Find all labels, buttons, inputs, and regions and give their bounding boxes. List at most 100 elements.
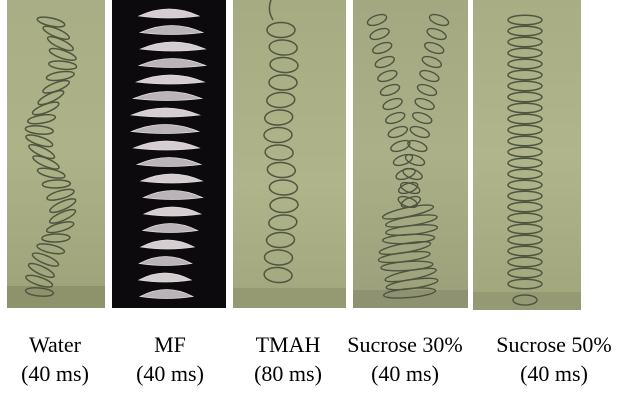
coil-loop (142, 190, 204, 200)
coil-loop (507, 190, 543, 202)
coil-loop (507, 212, 543, 224)
coil-loop (269, 56, 299, 74)
coil-loop (423, 41, 445, 55)
coil-loop (48, 47, 77, 62)
coil-loop (139, 239, 196, 250)
coil-loop (266, 21, 296, 39)
coil-loop (269, 196, 299, 214)
caption-sucrose-30: Sucrose 30% (40 ms) (339, 330, 471, 388)
coil-loop (507, 146, 543, 158)
coil-loop (416, 83, 438, 97)
coil-loop (409, 125, 431, 139)
coil-loop (138, 256, 193, 266)
coil-loop (265, 231, 296, 249)
coil-loop (507, 124, 543, 136)
coil-loop (507, 135, 543, 147)
photo-panel-sucrose-50 (473, 0, 581, 310)
coil-loop (138, 25, 205, 35)
tmah-coil-image (233, 0, 346, 308)
coil-loop (507, 278, 543, 290)
coil-loop (45, 70, 75, 82)
coil-loop (507, 80, 543, 92)
coil-loop (32, 155, 60, 170)
coil-loop (402, 167, 423, 181)
coil-loop (507, 69, 543, 81)
caption-sucrose-50-time: (40 ms) (520, 361, 588, 386)
caption-mf-time: (40 ms) (136, 361, 204, 386)
coil-loop (268, 179, 299, 196)
coil-loop (507, 234, 543, 246)
coil-loop (507, 91, 543, 103)
coil-loop (24, 125, 54, 135)
coil-loop (31, 101, 60, 116)
sucrose30-coil-image (353, 0, 468, 308)
coil-loop (266, 161, 297, 179)
caption-sucrose-50: Sucrose 50% (40 ms) (488, 330, 620, 388)
thread-top (268, 0, 274, 21)
coil-loop (263, 109, 294, 126)
coil-loop (507, 58, 543, 70)
coil-loop (382, 97, 403, 111)
photo-panel-water (7, 0, 105, 308)
caption-tmah-time: (80 ms) (254, 361, 322, 386)
coil-loop (48, 60, 78, 71)
coil-loop (414, 97, 435, 111)
coil-loop (507, 201, 543, 213)
coil-loop (139, 173, 204, 184)
coil-loop (426, 27, 447, 41)
caption-tmah-label: TMAH (255, 332, 321, 357)
coil-loop (507, 25, 543, 37)
coil-loop (137, 8, 201, 19)
coil-loop (45, 221, 75, 234)
coil-loop (268, 74, 298, 91)
coil-loop (27, 262, 55, 279)
coil-loop (48, 208, 77, 224)
coil-loop (512, 294, 538, 306)
photo-panel-mf (112, 0, 226, 308)
coil-loop (130, 124, 201, 134)
caption-water-label: Water (29, 332, 81, 357)
coil-loop (41, 179, 72, 189)
coil-loop (374, 55, 396, 69)
coil-loop (507, 157, 543, 169)
coil-loop (264, 144, 294, 161)
coil-loop (36, 243, 66, 255)
coil-loop (135, 74, 206, 85)
coil-loop (26, 113, 57, 125)
caption-water: Water (40 ms) (0, 330, 110, 388)
coil-loop (507, 102, 543, 114)
coil-loop (36, 167, 66, 179)
coil-loop (42, 25, 70, 41)
coil-loop (507, 267, 543, 279)
coil-loop (263, 266, 293, 284)
photo-panel-tmah (233, 0, 346, 308)
coil-loop (404, 153, 426, 167)
coil-loop (507, 47, 543, 59)
coil-loop (132, 140, 201, 151)
coil-loop (384, 111, 406, 125)
coil-loop (411, 111, 433, 125)
coil-loop (379, 83, 401, 97)
coil-loop (137, 272, 193, 283)
caption-sucrose-30-time: (40 ms) (371, 361, 439, 386)
coil-loop (28, 143, 56, 160)
coil-loop (428, 13, 450, 27)
sucrose50-coil-image (473, 0, 581, 310)
coil-loop (507, 245, 543, 257)
caption-mf: MF (40 ms) (115, 330, 225, 388)
coil-loop (507, 179, 543, 191)
coil-loop (36, 16, 66, 28)
coil-loop (507, 223, 543, 235)
coil-loop (46, 35, 74, 52)
coil-loop (507, 14, 543, 26)
coil-loop (46, 188, 75, 201)
coil-loop (137, 58, 208, 68)
coil-loop (507, 168, 543, 180)
coil-loop (371, 41, 393, 55)
water-coil-image (7, 0, 105, 308)
coil-loop (263, 126, 293, 144)
coil-loop (138, 289, 195, 299)
coil-loop (421, 55, 443, 69)
coil-loop (139, 41, 207, 52)
coil-loop (130, 107, 201, 118)
